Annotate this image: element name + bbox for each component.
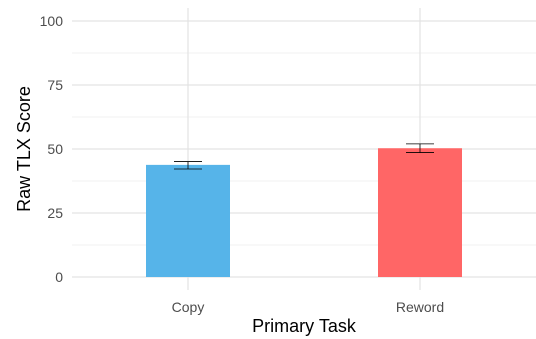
x-tick-label: Copy [172,299,205,315]
bars [146,148,462,277]
bar-copy [146,164,230,277]
y-tick-label: 0 [55,269,63,285]
y-tick-label: 75 [47,77,63,93]
y-tick-label: 25 [47,205,63,221]
bar-reword [378,148,462,277]
y-axis-ticks: 0 25 50 75 100 [40,13,64,285]
x-tick-label: Reword [396,299,444,315]
y-axis-title: Raw TLX Score [14,86,34,212]
error-bars [174,143,434,170]
x-axis-title: Primary Task [252,316,357,336]
x-axis-ticks: Copy Reword [172,299,444,315]
y-tick-label: 100 [40,13,64,29]
grid-lines [72,8,536,290]
y-tick-label: 50 [47,141,63,157]
